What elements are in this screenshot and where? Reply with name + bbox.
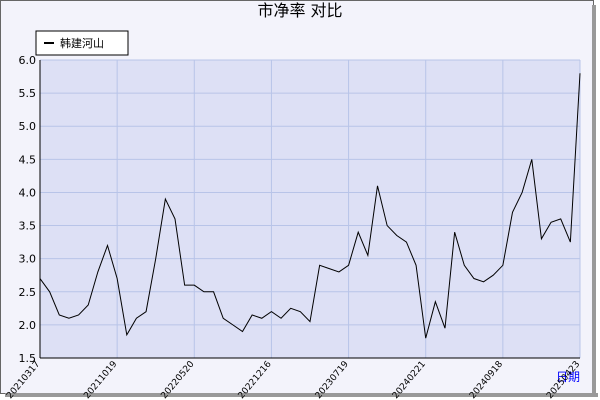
y-tick-label: 5.5 xyxy=(19,87,37,100)
y-tick-label: 3.0 xyxy=(19,253,37,266)
legend-label: 韩建河山 xyxy=(60,36,104,50)
y-tick-label: 2.0 xyxy=(19,319,37,332)
y-tick-label: 2.5 xyxy=(19,286,37,299)
x-axis-label: 日期 xyxy=(556,370,580,384)
y-tick-label: 4.0 xyxy=(19,186,37,199)
y-tick-label: 1.5 xyxy=(19,352,37,365)
y-tick-label: 3.5 xyxy=(19,220,37,233)
line-series xyxy=(39,73,581,339)
y-tick-label: 6.0 xyxy=(19,54,37,67)
y-tick-label: 5.0 xyxy=(19,120,37,133)
plot-area xyxy=(40,60,580,358)
chart-title: 市净率 对比 xyxy=(257,1,342,20)
y-tick-label: 4.5 xyxy=(19,153,37,166)
legend-box xyxy=(35,30,129,56)
